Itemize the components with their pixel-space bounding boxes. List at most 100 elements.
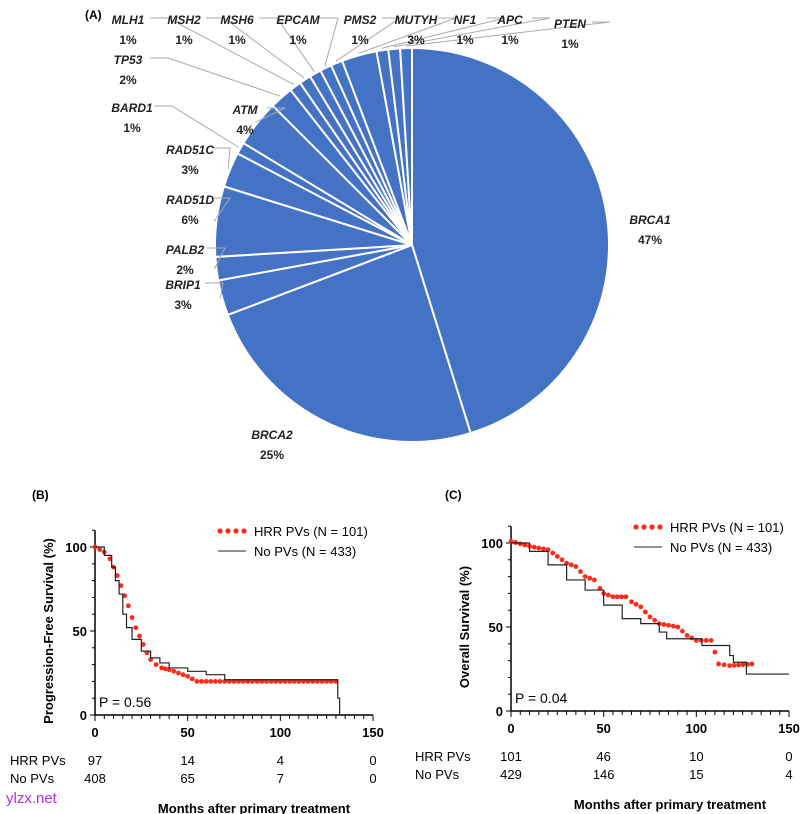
legend-dot-hrr — [225, 528, 231, 534]
leader-line — [150, 17, 295, 86]
survival-point-hrr — [619, 594, 624, 600]
survival-point-hrr — [716, 661, 721, 667]
pie-label: PALB2 2% — [166, 240, 204, 280]
p-value: P = 0.04 — [515, 690, 568, 706]
slice-percent: 1% — [561, 37, 579, 51]
survival-point-hrr — [712, 649, 718, 655]
leader-line — [259, 17, 315, 72]
survival-point-hrr — [647, 614, 653, 620]
x-tick-label: 150 — [778, 721, 800, 736]
survival-point-hrr — [203, 679, 209, 684]
panel-a-label: (A) — [85, 8, 102, 22]
survival-curve-no-pvs — [511, 542, 789, 675]
survival-point-hrr — [740, 662, 746, 668]
risk-count: 146 — [593, 767, 615, 782]
km-chart-pfs: 0 50 100 150 0 50 100 Progression-Free Survival… — [10, 524, 384, 814]
survival-point-hrr — [140, 642, 146, 647]
p-value: P = 0.56 — [99, 694, 152, 710]
pie-label: RAD51D 6% — [166, 190, 214, 230]
slice-percent: 3% — [407, 33, 425, 47]
slice-name: BRCA1 — [629, 213, 671, 227]
pie-label: RAD51C 3% — [166, 140, 214, 180]
survival-point-hrr — [213, 679, 218, 684]
pie-label: NF1 1% — [454, 10, 477, 50]
survival-point-hrr — [587, 575, 593, 581]
slice-name: BRIP1 — [165, 278, 201, 292]
survival-point-hrr — [629, 599, 634, 605]
slice-percent: 2% — [176, 263, 194, 277]
risk-row-label: HRR PVs — [415, 749, 471, 764]
survival-point-hrr — [554, 554, 560, 559]
survival-point-hrr — [727, 663, 733, 669]
survival-point-hrr — [217, 679, 223, 684]
slice-name: APC — [497, 13, 523, 27]
panel-b-label: (B) — [32, 488, 49, 502]
pie-label: BRCA1 47% — [629, 210, 670, 250]
y-tick-label: 50 — [489, 620, 503, 635]
leader-line — [381, 17, 506, 49]
slice-name: BARD1 — [111, 101, 153, 115]
risk-count: 10 — [689, 749, 703, 764]
pie-label: APC 1% — [497, 10, 522, 50]
slice-name: MSH2 — [167, 13, 201, 27]
survival-point-hrr — [708, 638, 714, 643]
slice-percent: 3% — [174, 298, 192, 312]
pie-label: BRIP1 3% — [165, 275, 200, 315]
survival-point-hrr — [568, 562, 574, 568]
leader-line — [207, 247, 226, 270]
pie-label: MSH2 1% — [167, 10, 200, 50]
survival-point-hrr — [633, 601, 639, 607]
slice-percent: 6% — [181, 213, 199, 227]
survival-point-hrr — [107, 556, 113, 562]
survival-point-hrr — [125, 603, 131, 609]
survival-point-hrr — [171, 668, 177, 674]
x-tick-label: 100 — [685, 721, 707, 736]
slice-name: MSH6 — [220, 13, 254, 27]
survival-point-hrr — [638, 604, 644, 610]
leader-line — [393, 17, 551, 48]
leader-line — [154, 105, 239, 148]
risk-count: 4 — [277, 753, 284, 768]
survival-point-hrr — [684, 633, 690, 638]
slice-name: MLH1 — [111, 13, 145, 27]
pie-label: TP53 2% — [114, 50, 143, 90]
survival-point-hrr — [180, 672, 186, 678]
risk-count: 46 — [596, 749, 610, 764]
survival-point-hrr — [550, 550, 556, 556]
survival-point-hrr — [129, 615, 135, 620]
pie-label: PMS2 1% — [344, 10, 377, 50]
risk-row-label: No PVs — [415, 767, 460, 782]
slice-percent: 1% — [351, 33, 369, 47]
survival-point-hrr — [623, 594, 629, 600]
slice-name: BRCA2 — [251, 428, 293, 442]
survival-point-hrr — [118, 583, 124, 589]
leader-line — [320, 17, 339, 67]
slice-name: ATM — [232, 103, 258, 117]
slice-name: RAD51D — [165, 193, 215, 207]
pie-label: ATM 4% — [232, 100, 257, 140]
pie-label: PTEN 1% — [554, 14, 586, 54]
leader-line — [206, 17, 305, 79]
leader-line — [405, 21, 611, 47]
pie-label: EPCAM 1% — [276, 10, 319, 50]
pie-label: BRCA2 25% — [251, 425, 292, 465]
y-axis-label: Progression-Free Survival (%) — [41, 538, 56, 724]
survival-point-hrr — [194, 679, 200, 684]
legend-dot-hrr — [649, 524, 655, 530]
leader-line — [212, 147, 231, 169]
slice-percent: 25% — [259, 448, 285, 462]
watermark: ylzx.net — [6, 790, 57, 807]
survival-point-hrr — [680, 628, 685, 634]
leader-line — [358, 17, 457, 54]
slice-percent: 1% — [456, 33, 474, 47]
risk-row-label: No PVs — [10, 771, 55, 786]
survival-point-hrr — [666, 622, 671, 628]
legend-dot-hrr — [657, 524, 663, 530]
survival-point-hrr — [689, 635, 695, 641]
survival-point-hrr — [208, 679, 214, 684]
legend-label: HRR PVs (N = 101) — [254, 524, 368, 539]
survival-point-hrr — [522, 542, 528, 548]
survival-point-hrr — [642, 609, 648, 615]
survival-point-hrr — [610, 594, 616, 600]
